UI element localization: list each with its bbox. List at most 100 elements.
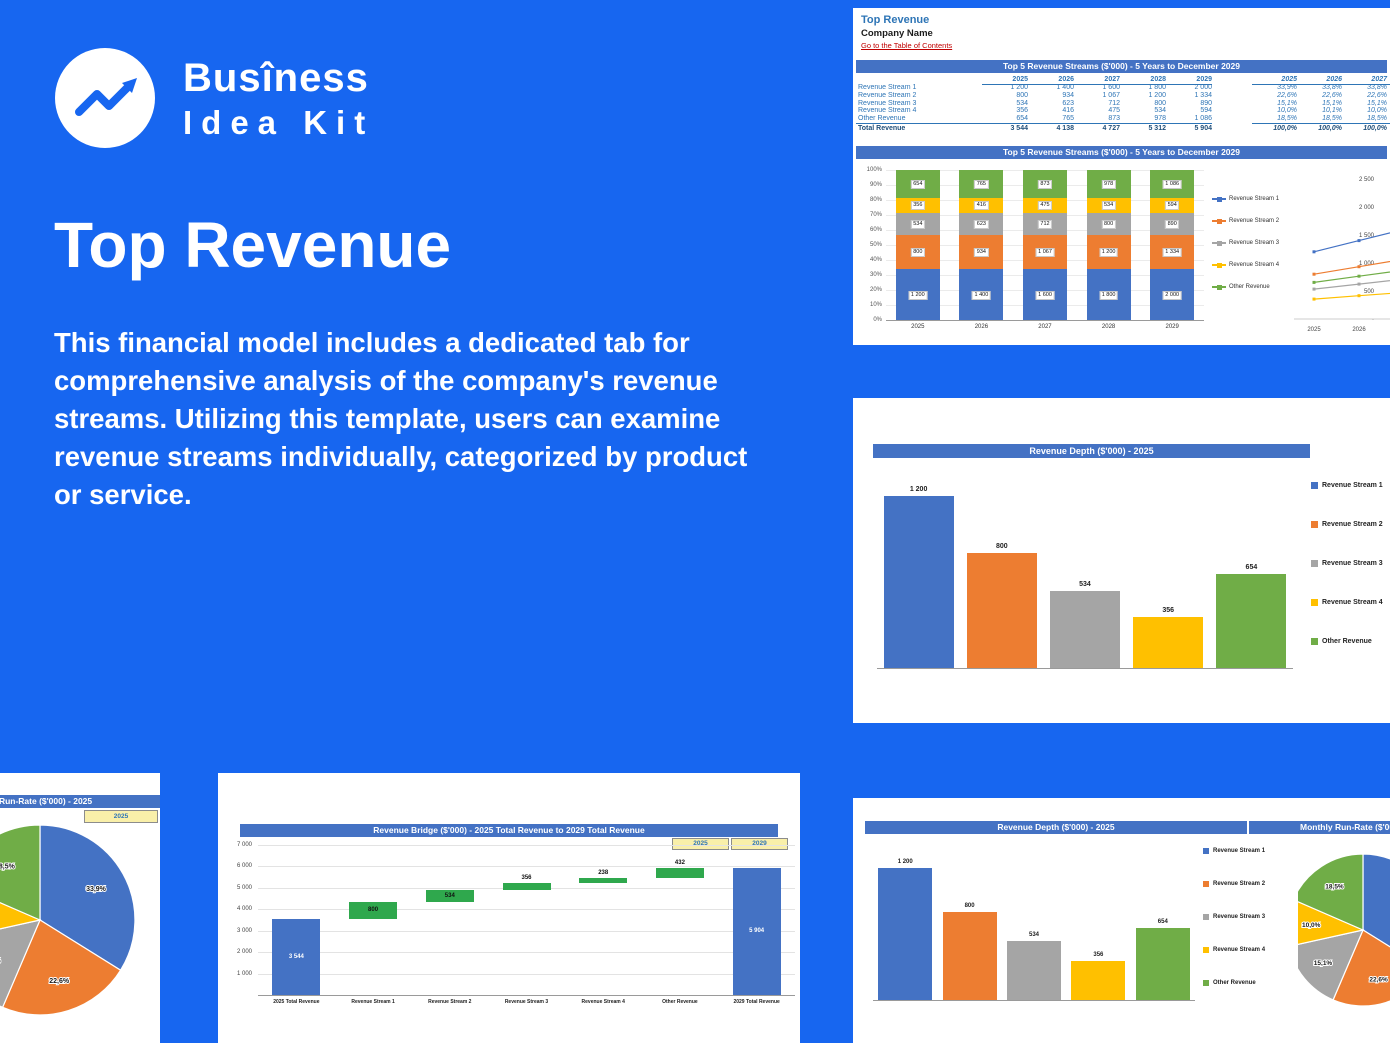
legend-item: Revenue Stream 3 — [1212, 240, 1279, 246]
pct-year-header: 2027 — [1342, 75, 1387, 85]
runrate-title-band — [0, 795, 160, 808]
legend-swatch — [1311, 638, 1318, 645]
runrate-pie-chart: 33,9%22,6%15,1%10,0%18,5% — [0, 824, 136, 1016]
legend-swatch — [1203, 947, 1209, 953]
cell-value: 356 — [1016, 107, 1028, 115]
legend-label: Revenue Stream 2 — [1213, 881, 1266, 887]
total-value: 5 904 — [1166, 122, 1212, 134]
table-row: Revenue Stream 2 800 934 1 067 1 200 1 334 22,… — [856, 92, 1390, 100]
y-axis-tick: 3 000 — [236, 927, 252, 934]
cell-value: 1 067 — [1102, 91, 1120, 99]
y-axis-tick: 100% — [866, 166, 882, 173]
y-axis-tick: 80% — [869, 196, 882, 203]
legend-label: Revenue Stream 1 — [1322, 482, 1383, 489]
cell-value: 978 — [1154, 115, 1166, 123]
y-axis-tick: 40% — [869, 256, 882, 263]
segment-value-label: 1 200 — [908, 290, 928, 300]
brand-name-line1: Busîness — [183, 56, 369, 100]
segment-value-label: 2 000 — [1162, 290, 1182, 300]
y-axis-tick: 1 000 — [236, 970, 252, 977]
cell-value: 654 — [1016, 115, 1028, 123]
legend-label: Revenue Stream 3 — [1322, 560, 1383, 567]
total-value: 4 727 — [1074, 122, 1120, 134]
cell-value: 1 800 — [1148, 84, 1166, 91]
depth-bar — [1007, 941, 1061, 1000]
table-gap — [1212, 84, 1252, 92]
pie-slice — [1298, 853, 1364, 931]
depth-bar-value-label: 534 — [1079, 581, 1091, 589]
bridge-bar-label: 800 — [368, 906, 379, 913]
x-axis-line — [873, 1000, 1195, 1001]
trend-y-tick: 2 000 — [1359, 205, 1375, 211]
bridge-bar-label: 534 — [444, 892, 455, 899]
revenue-bridge-chart: 7 000 6 000 5 000 4 000 3 000 2 000 1 000 3 544… — [218, 773, 800, 1043]
stacked-bar-chart: 100% 90% 80% 70% 60% 50% 40% 30% 20% 10% 0% 1 200 80… — [856, 160, 1286, 342]
bridge-bar — [579, 877, 628, 883]
total-value: 5 312 — [1120, 122, 1166, 134]
legend-item: Revenue Stream 3 — [1203, 914, 1265, 920]
legend-marker-square — [1216, 262, 1222, 268]
bridge-bar-label: 238 — [598, 869, 609, 876]
row-label: Revenue Stream 2 — [858, 91, 917, 99]
year-filter-cell[interactable]: 2025 — [84, 810, 158, 823]
segment-value-label: 1 086 — [1162, 179, 1182, 189]
trend-series-line — [1313, 280, 1390, 290]
depth-bar-value-label: 800 — [995, 543, 1008, 551]
segment-value-label: 534 — [1101, 201, 1116, 211]
monthly-runrate-pie-chart: 33,9%22,6%15,1%10,0%18,5% — [1298, 853, 1390, 1007]
depth-bar — [1135, 928, 1190, 1000]
depth-bar — [966, 553, 1037, 668]
row-label: Revenue Stream 3 — [858, 99, 917, 107]
pie-slice — [39, 824, 136, 972]
total-pct: 100,0% — [1387, 122, 1390, 134]
depth-bar — [1216, 574, 1287, 668]
pct-year-header: 2028 — [1387, 75, 1390, 85]
y-axis-tick: 10% — [869, 301, 882, 308]
bridge-year-filter-end[interactable]: 2029 — [731, 838, 788, 850]
bridge-bar — [272, 919, 321, 995]
pct-year-header: 2025 — [1252, 75, 1297, 85]
table-of-contents-link[interactable]: Go to the Table of Contents — [861, 41, 953, 50]
cell-pct: 18,5% — [1277, 115, 1297, 123]
legend-marker — [1212, 240, 1226, 246]
revenue-bridge-title-band: Revenue Bridge ($'000) - 2025 Total Reve… — [240, 824, 778, 837]
cell-pct: 15,1% — [1367, 99, 1387, 107]
revenue-depth-title-band: Revenue Depth ($'000) - 2025 — [873, 444, 1310, 458]
x-axis-line — [886, 320, 1204, 321]
cell-value: 1 086 — [1194, 115, 1212, 123]
pie-slice — [0, 824, 41, 921]
company-name: Company Name — [861, 28, 933, 39]
cell-value: 534 — [1154, 107, 1166, 115]
y-axis-tick: 7 000 — [236, 842, 252, 848]
brand-wordmark: Busîness Idea Kit — [183, 56, 374, 142]
y-axis-tick: 4 000 — [236, 906, 252, 913]
cell-pct: 18,5% — [1322, 115, 1342, 123]
pie-pct-label: 15,1% — [1314, 960, 1333, 967]
bridge-year-filter-start[interactable]: 2025 — [672, 838, 729, 850]
trend-x-tick: 2026 — [1352, 327, 1366, 333]
legend-item: Revenue Stream 1 — [1311, 482, 1383, 489]
cell-pct: 33,9% — [1277, 84, 1297, 91]
legend-item: Revenue Stream 2 — [1212, 218, 1279, 224]
segment-value-label: 800 — [910, 248, 925, 258]
page-title: Top Revenue — [54, 209, 452, 281]
legend-swatch — [1311, 599, 1318, 606]
table-title-band: Top 5 Revenue Streams ($'000) - 5 Years … — [856, 60, 1387, 73]
segment-value-label: 654 — [910, 179, 925, 189]
x-axis-tick: 2025 Total Revenue — [273, 999, 320, 1005]
y-axis-tick: 30% — [869, 271, 882, 278]
cell-value: 416 — [1062, 107, 1074, 115]
row-label: Other Revenue — [858, 115, 906, 123]
legend-marker-square — [1216, 284, 1222, 290]
cell-value: 1 200 — [1010, 84, 1028, 91]
cell-pct: 33,8% — [1367, 84, 1387, 91]
segment-value-label: 1 334 — [1162, 248, 1182, 258]
segment-value-label: 1 800 — [1099, 290, 1118, 300]
legend-marker — [1212, 284, 1226, 290]
trend-marker — [1357, 282, 1361, 286]
legend-swatch — [1311, 560, 1318, 567]
y-axis-tick: 60% — [869, 226, 882, 233]
bridge-bar — [349, 901, 398, 920]
segment-value-label: 1 200 — [1099, 248, 1118, 258]
